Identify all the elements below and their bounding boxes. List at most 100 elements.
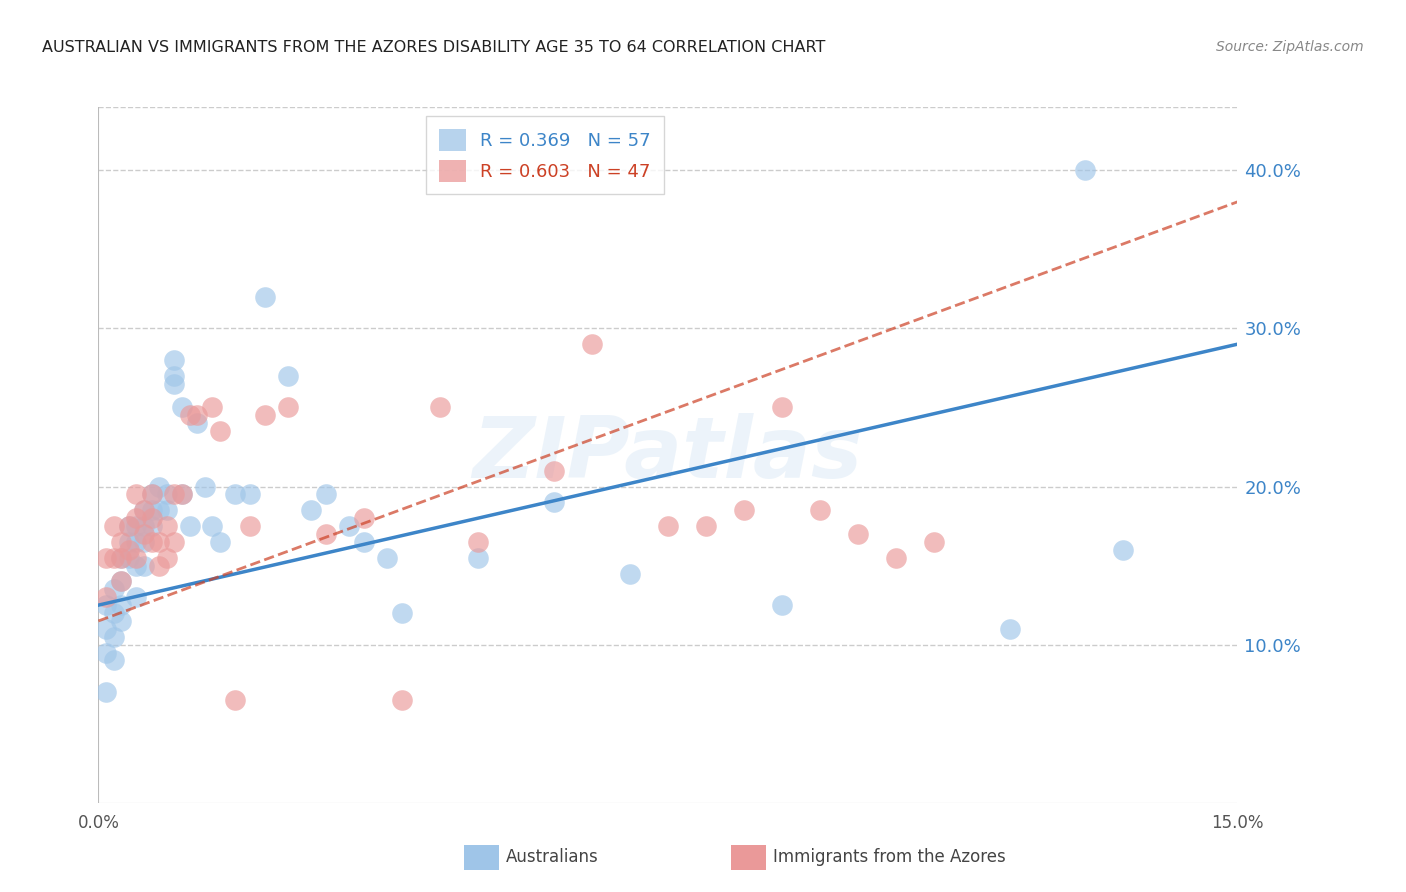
Point [94,550,117,565]
Point [141,511,163,525]
Point [657,519,679,533]
Point [224,487,246,501]
Point [581,337,603,351]
Point [110,614,132,628]
Text: AUSTRALIAN VS IMMIGRANTS FROM THE AZORES DISABILITY AGE 35 TO 64 CORRELATION CHA: AUSTRALIAN VS IMMIGRANTS FROM THE AZORES… [42,40,825,55]
Point [148,558,170,573]
Point [277,368,299,383]
Point [103,519,125,533]
Point [239,519,262,533]
Point [118,542,141,557]
Point [125,591,148,605]
Point [179,409,201,423]
Point [254,409,277,423]
Point [141,487,163,501]
Point [148,534,170,549]
Point [125,511,148,525]
Point [103,630,125,644]
Point [224,693,246,707]
Point [94,622,117,636]
Point [132,519,155,533]
Point [125,550,148,565]
Point [208,424,231,438]
Point [922,534,945,549]
Point [194,479,217,493]
Point [770,598,793,612]
Point [277,401,299,415]
Point [141,519,163,533]
Point [118,519,141,533]
Point [391,606,413,620]
Point [429,401,451,415]
Text: Immigrants from the Azores: Immigrants from the Azores [773,848,1007,866]
Point [103,653,125,667]
Point [156,487,179,501]
Point [141,487,163,501]
Point [353,511,375,525]
Point [998,622,1021,636]
Point [391,693,413,707]
Point [1074,163,1097,178]
Point [156,550,179,565]
Point [467,534,489,549]
Point [254,290,277,304]
Point [94,685,117,699]
Point [132,558,155,573]
Point [163,353,186,368]
Point [118,519,141,533]
Point [132,503,155,517]
Point [163,534,186,549]
Point [103,582,125,597]
Text: ZIPatlas: ZIPatlas [472,413,863,497]
Point [110,598,132,612]
Point [467,550,489,565]
Point [125,519,148,533]
Point [94,591,117,605]
Point [94,646,117,660]
Point [156,503,179,517]
Point [118,550,141,565]
Point [337,519,360,533]
Point [125,558,148,573]
Point [186,417,208,431]
Point [148,479,170,493]
Point [353,534,375,549]
Point [110,534,132,549]
Point [125,534,148,549]
Point [141,534,163,549]
Point [118,534,141,549]
Point [132,527,155,541]
Point [695,519,717,533]
Point [110,550,132,565]
Point [543,495,565,509]
Point [110,574,132,589]
Point [846,527,869,541]
Point [163,368,186,383]
Point [808,503,831,517]
Point [239,487,262,501]
Point [141,503,163,517]
Point [186,409,208,423]
Point [619,566,641,581]
Point [733,503,755,517]
Point [299,503,322,517]
Point [125,487,148,501]
Point [170,401,193,415]
Point [208,534,231,549]
Point [201,519,224,533]
Point [543,464,565,478]
Point [170,487,193,501]
Text: Australians: Australians [506,848,599,866]
Point [201,401,224,415]
Point [132,503,155,517]
Point [110,550,132,565]
Point [110,574,132,589]
Point [132,534,155,549]
Point [375,550,398,565]
Text: Source: ZipAtlas.com: Source: ZipAtlas.com [1216,40,1364,54]
Point [148,503,170,517]
Point [103,550,125,565]
Point [1112,542,1135,557]
Point [315,527,337,541]
Legend: R = 0.369   N = 57, R = 0.603   N = 47: R = 0.369 N = 57, R = 0.603 N = 47 [426,116,664,194]
